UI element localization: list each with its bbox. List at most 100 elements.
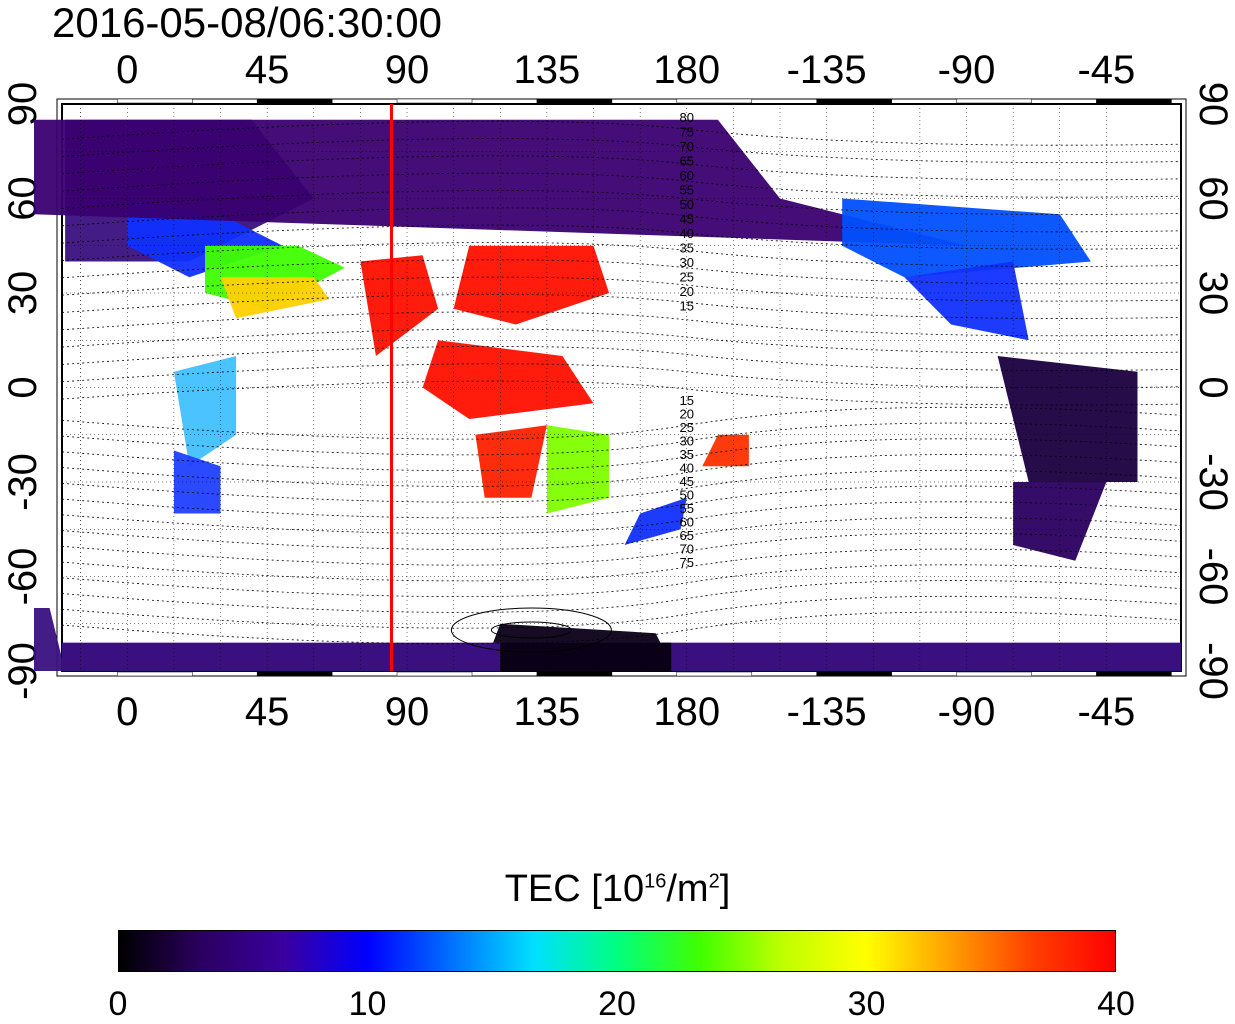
bottom-longitude-tick: 90 <box>385 690 430 734</box>
contour-line <box>61 190 1182 215</box>
contour-label: 45 <box>680 474 694 489</box>
tec-region <box>360 255 439 356</box>
left-latitude-tick: -30 <box>1 453 45 511</box>
contour-line <box>61 548 1182 582</box>
top-longitude-tick: 0 <box>116 48 138 92</box>
tec-region <box>475 425 547 498</box>
scale-bar-bottom <box>1096 671 1172 677</box>
bottom-longitude-tick: -90 <box>938 690 996 734</box>
contour-line <box>61 224 1182 250</box>
contour-line <box>61 276 1182 302</box>
colorbar-tick-label: 20 <box>598 985 636 1023</box>
contour-label: 45 <box>680 212 694 227</box>
contour-label: 20 <box>680 284 694 299</box>
contour-line <box>61 517 1182 550</box>
tec-region <box>173 450 221 514</box>
tec-colorbar <box>118 930 1116 972</box>
contour-label: 15 <box>680 299 694 314</box>
right-latitude-axis: 90 60 30 0 -30 -60 -90 <box>1191 82 1235 700</box>
contour-line <box>450 607 612 653</box>
colorbar-tick-label: 40 <box>1097 985 1135 1023</box>
tec-region <box>34 119 967 246</box>
colorbar-tick-label: 30 <box>847 985 886 1023</box>
scale-bar-top <box>117 98 193 104</box>
top-longitude-tick: 135 <box>514 48 581 92</box>
right-latitude-tick: 0 <box>1191 376 1235 398</box>
colorbar-title: TEC [1016/m2] <box>504 868 731 910</box>
contour-label: 30 <box>680 434 694 449</box>
contour-line <box>61 346 1182 371</box>
contour-line <box>61 611 1182 645</box>
contour-line <box>61 501 1182 535</box>
contour-line <box>61 155 1182 181</box>
contour-label: 20 <box>680 407 694 422</box>
tec-region <box>173 356 237 467</box>
contour-line <box>61 438 1182 472</box>
tec-region <box>500 642 672 671</box>
tec-region <box>842 198 1091 278</box>
colorbar-tick-label: 10 <box>348 985 387 1023</box>
contour-line <box>61 380 1182 406</box>
contour-line <box>61 454 1182 487</box>
contour-label: 55 <box>680 183 694 198</box>
right-latitude-tick: -60 <box>1191 548 1235 606</box>
contour-label: 25 <box>680 420 694 435</box>
contour-line <box>61 595 1182 629</box>
scale-bar-bottom <box>117 671 193 677</box>
map-timestamp: 2016-05-08/06:30:00 <box>52 0 442 46</box>
contour-label: 60 <box>680 168 694 183</box>
contour-line <box>61 422 1182 456</box>
contour-line <box>61 294 1182 319</box>
colorbar-tick-label: 0 <box>108 985 128 1023</box>
contour-label: 75 <box>680 555 694 570</box>
bottom-longitude-tick: -45 <box>1077 690 1135 734</box>
contour-line <box>61 242 1182 267</box>
tec-region <box>624 497 687 545</box>
scale-bar-bottom <box>536 671 613 677</box>
tec-region <box>453 245 610 325</box>
top-longitude-tick: 45 <box>245 48 290 92</box>
contour-line <box>61 172 1182 198</box>
scale-bar-top <box>396 98 473 104</box>
bottom-longitude-tick: -135 <box>787 690 867 734</box>
contour-label: 40 <box>680 226 694 241</box>
scale-bar-bottom <box>396 671 473 677</box>
scale-bar-top <box>676 98 753 104</box>
tec-region <box>1013 482 1107 561</box>
scale-bar-top <box>256 98 333 104</box>
contour-label: 70 <box>680 139 694 154</box>
graticule <box>62 104 1181 671</box>
contour-line <box>61 485 1182 519</box>
tec-region <box>422 340 594 419</box>
contour-line <box>61 406 1182 440</box>
contour-line <box>61 580 1182 613</box>
tec-region <box>220 277 330 319</box>
contour-line <box>61 328 1182 354</box>
tec-region <box>702 434 749 467</box>
top-longitude-tick: 180 <box>653 48 720 92</box>
top-longitude-axis: 0 45 90 135 180 -135 -90 -45 <box>116 48 1135 92</box>
scale-bar-bottom <box>256 671 333 677</box>
right-latitude-tick: -30 <box>1191 453 1235 511</box>
left-latitude-tick: 0 <box>1 376 45 398</box>
contour-label: 60 <box>680 515 694 530</box>
contour-label: 80 <box>680 110 694 125</box>
left-latitude-tick: 30 <box>1 271 45 316</box>
bottom-longitude-axis: 0 45 90 135 180 -135 -90 -45 <box>116 690 1135 734</box>
geomagnetic-contours <box>61 120 1182 653</box>
top-longitude-tick: -90 <box>938 48 996 92</box>
top-longitude-tick: 90 <box>385 48 430 92</box>
scale-bar-bottom <box>956 671 1032 677</box>
contour-label: 65 <box>680 528 694 543</box>
scale-bar-top <box>1096 98 1172 104</box>
tec-world-map: 0 45 90 135 180 -135 -90 -45 0 45 90 135 180 -135 -90… <box>1 48 1235 734</box>
map-outer-border <box>56 98 1187 677</box>
top-longitude-tick: -45 <box>1077 48 1135 92</box>
scale-bar-bottom <box>816 671 892 677</box>
contour-line <box>61 469 1182 503</box>
left-latitude-tick: -60 <box>1 548 45 606</box>
scale-bar-top <box>956 98 1032 104</box>
tec-data-field <box>34 119 1182 671</box>
contour-label: 35 <box>680 447 694 462</box>
contour-line <box>61 138 1182 163</box>
